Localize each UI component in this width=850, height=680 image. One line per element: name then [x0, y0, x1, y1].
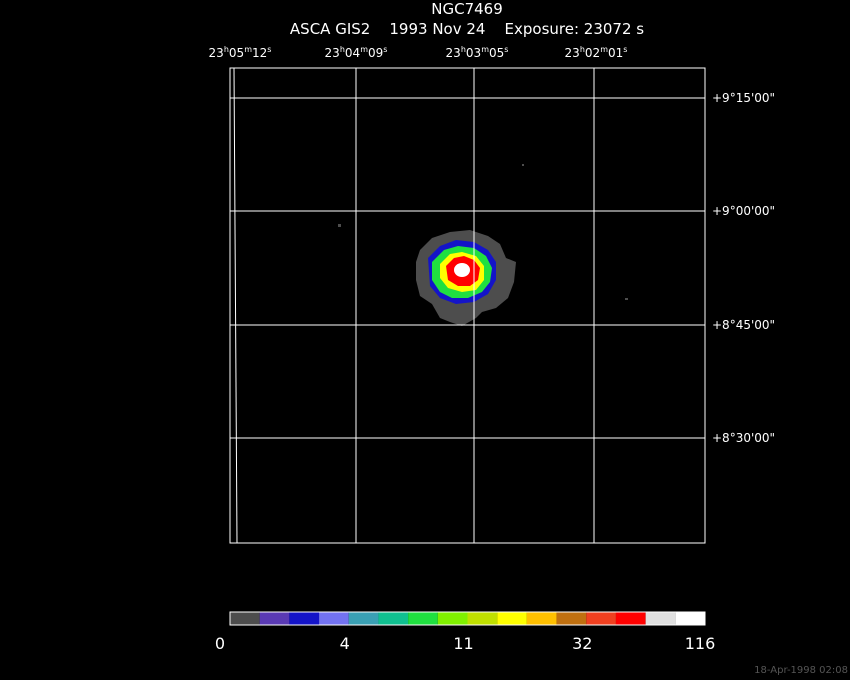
ra-unit: h — [580, 45, 585, 54]
ra-unit: m — [481, 45, 489, 54]
colorbar-frame — [229, 611, 706, 626]
ra-value: 23 — [325, 46, 340, 60]
colorbar-segment — [645, 612, 676, 625]
coordinate-grid — [230, 67, 705, 544]
ra-unit: m — [600, 45, 608, 54]
ra-value: 01 — [608, 46, 623, 60]
title: NGC7469 — [431, 0, 503, 18]
ra-unit: h — [224, 45, 229, 54]
ra-unit: h — [461, 45, 466, 54]
dec-label: +8°45'00" — [712, 318, 775, 332]
colorbar-segment — [259, 612, 290, 625]
colorbar-segment — [615, 612, 646, 625]
colorbar-segment — [289, 612, 320, 625]
ra-value: 05 — [489, 46, 504, 60]
ra-value: 02 — [585, 46, 600, 60]
colorbar-segment — [556, 612, 587, 625]
colorbar-segment — [230, 612, 260, 625]
colorbar-segment — [348, 612, 379, 625]
dec-label: +9°00'00" — [712, 204, 775, 218]
ra-label: 23h03m05s — [446, 45, 509, 60]
ra-value: 23 — [446, 46, 461, 60]
ra-unit: h — [340, 45, 345, 54]
source — [338, 164, 628, 326]
colorbar-segment — [319, 612, 349, 625]
ra-unit: s — [623, 45, 627, 54]
ra-unit: s — [383, 45, 387, 54]
colorbar: 0 4 11 32 116 — [215, 611, 716, 653]
dec-label: +8°30'00" — [712, 431, 775, 445]
dec-label: +9°15'00" — [712, 91, 775, 105]
ra-unit: m — [360, 45, 368, 54]
ra-value: 09 — [368, 46, 383, 60]
colorbar-label: 116 — [685, 634, 716, 653]
ra-value: 03 — [466, 46, 481, 60]
colorbar-segment — [378, 612, 409, 625]
image-frame — [229, 67, 706, 544]
timestamp: 18-Apr-1998 02:08 — [754, 665, 848, 676]
subtitle: ASCA GIS2 1993 Nov 24 Exposure: 23072 s — [290, 20, 644, 38]
colorbar-segment — [675, 612, 705, 625]
ra-label: 23h04m09s — [325, 45, 388, 60]
colorbar-segment — [408, 612, 438, 625]
ra-value: 23 — [209, 46, 224, 60]
dec-labels: +9°15'00" +9°00'00" +8°45'00" +8°30'00" — [712, 91, 775, 445]
colorbar-segment — [497, 612, 527, 625]
ra-labels: 23h05m12s 23h04m09s 23h03m05s 23h02m01s — [209, 45, 628, 60]
ra-unit: s — [504, 45, 508, 54]
ra-value: 04 — [345, 46, 360, 60]
colorbar-segment — [586, 612, 616, 625]
ra-label: 23h05m12s — [209, 45, 272, 60]
ra-label: 23h02m01s — [565, 45, 628, 60]
colorbar-label: 32 — [572, 634, 592, 653]
colorbar-label: 0 — [215, 634, 225, 653]
colorbar-label: 11 — [453, 634, 473, 653]
colorbar-segment — [437, 612, 468, 625]
ra-value: 12 — [252, 46, 267, 60]
colorbar-segment — [467, 612, 498, 625]
colorbar-label: 4 — [340, 634, 350, 653]
ra-value: 23 — [565, 46, 580, 60]
colorbar-segment — [526, 612, 557, 625]
ra-value: 05 — [229, 46, 244, 60]
ra-unit: m — [244, 45, 252, 54]
ra-unit: s — [267, 45, 271, 54]
